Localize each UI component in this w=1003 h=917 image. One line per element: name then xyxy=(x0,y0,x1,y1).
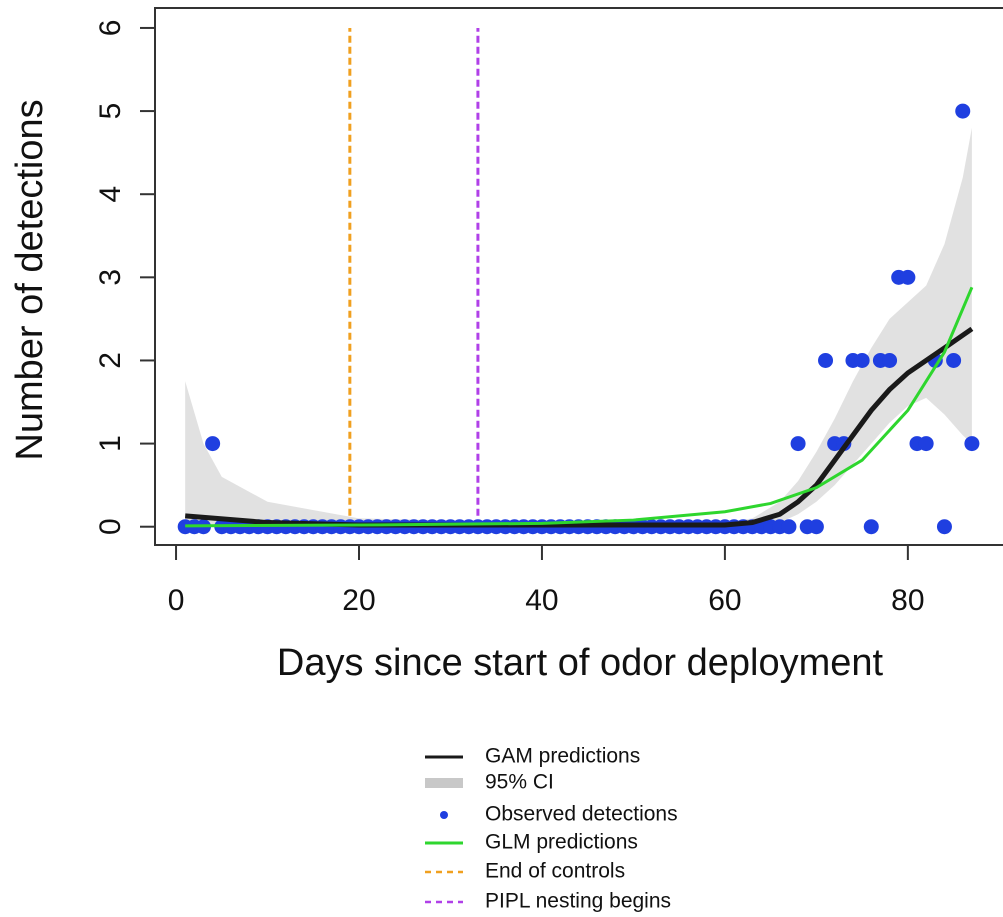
data-point xyxy=(863,519,879,535)
data-point xyxy=(781,519,797,535)
data-point xyxy=(964,436,980,452)
x-axis-label: Days since start of odor deployment xyxy=(277,642,884,684)
legend-label: Observed detections xyxy=(485,803,678,826)
y-tick-label: 0 xyxy=(94,518,127,535)
y-tick-label: 2 xyxy=(94,352,127,369)
legend-label: PIPL nesting begins xyxy=(485,890,671,913)
y-tick-label: 3 xyxy=(94,269,127,286)
x-tick-label: 0 xyxy=(168,584,185,617)
y-tick-label: 6 xyxy=(94,20,127,37)
x-tick-label: 60 xyxy=(708,584,741,617)
legend-swatch xyxy=(440,811,448,819)
legend-label: End of controls xyxy=(485,860,625,883)
data-point xyxy=(882,352,898,368)
y-axis-label: Number of detections xyxy=(9,99,51,460)
data-point xyxy=(205,436,221,452)
x-tick-label: 80 xyxy=(891,584,924,617)
data-point xyxy=(818,352,834,368)
data-point xyxy=(955,103,971,119)
plot-frame xyxy=(154,7,1003,546)
legend-label: 95% CI xyxy=(485,771,554,794)
x-tick-label: 20 xyxy=(342,584,375,617)
data-point xyxy=(946,352,962,368)
data-point xyxy=(918,436,934,452)
data-point xyxy=(900,269,916,285)
data-point xyxy=(808,519,824,535)
y-tick-label: 1 xyxy=(94,435,127,452)
data-point xyxy=(854,352,870,368)
data-point xyxy=(936,519,952,535)
legend-label: GLM predictions xyxy=(485,831,638,854)
x-tick-label: 40 xyxy=(525,584,558,617)
y-tick-label: 5 xyxy=(94,103,127,120)
legend-label: GAM predictions xyxy=(485,745,640,768)
data-point xyxy=(790,436,806,452)
y-tick-label: 4 xyxy=(94,186,127,203)
prediction-line xyxy=(185,286,974,528)
